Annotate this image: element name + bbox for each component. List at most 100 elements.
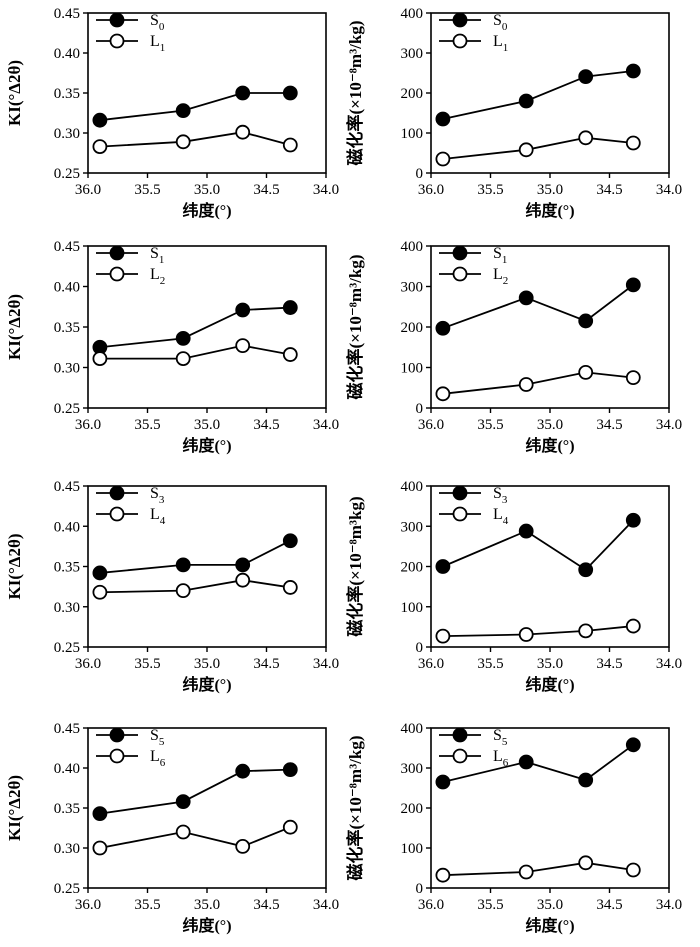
y-tick-label: 0.35 [54,320,80,336]
y-tick-label: 0 [416,881,424,897]
y-tick-label: 400 [401,239,424,255]
y-axis-label: KI(°Δ2θ) [5,294,24,360]
legend-marker [452,266,468,282]
legend-label-L1: L1 [493,33,508,54]
data-point-L2 [625,370,641,386]
y-tick-label: 200 [401,801,424,817]
y-tick-label: 0.30 [54,600,80,616]
x-tick-label: 34.5 [253,182,279,198]
data-point-S5 [578,772,594,788]
y-tick-label: 200 [401,86,424,102]
series-line-L1 [99,131,291,148]
data-point-S0 [92,112,108,128]
legend-marker [452,506,468,522]
y-tick-label: 0.25 [54,881,80,897]
chart-panel-a-right: 36.0 35.5 35.0 34.5 34.0 0 100 200 300 400 纬度(°) 磁化… [345,6,682,220]
data-point-L2 [175,351,191,366]
legend-label-L2: L2 [493,266,508,287]
legend-label-S5: S5 [493,727,508,748]
legend-label-L4: L4 [493,506,509,527]
plot-frame [87,485,327,648]
x-tick-label: 35.0 [537,417,563,433]
legend-label-S1: S1 [493,245,507,266]
y-axis-label: 磁化率(×10⁻⁸m³kg) [345,496,365,636]
legend-marker [109,245,125,261]
x-axis-label: 纬度(°) [525,675,574,694]
y-tick-label: 0 [416,401,424,417]
series-line-L2 [442,371,634,395]
x-tick-label: 34.5 [253,417,279,433]
legend-label-L6: L6 [150,748,166,769]
x-tick-label: 34.0 [656,417,682,433]
data-point-L2 [578,364,594,380]
chart-panel-b-right: 36.0 35.5 35.0 34.5 34.0 0 100 200 300 400 纬度(°) 磁化… [345,239,682,455]
data-point-S0 [435,111,451,127]
series-line-S0 [442,70,634,120]
data-point-L4 [282,580,298,595]
data-point-S3 [175,557,191,573]
x-tick-label: 34.5 [596,417,622,433]
data-point-S5 [175,794,191,809]
data-point-S5 [92,806,108,821]
y-tick-label: 0.25 [54,401,80,417]
data-point-L6 [518,864,534,880]
y-tick-label: 0.40 [54,519,80,535]
data-point-L4 [578,623,594,639]
data-point-L4 [175,583,191,599]
legend-label-L2: L2 [150,266,165,287]
series-line-L2 [99,344,291,360]
y-tick-label: 0.40 [54,46,80,62]
x-tick-label: 34.0 [313,656,339,672]
y-tick-label: 300 [401,280,424,296]
data-point-S0 [625,63,641,79]
data-point-S1 [625,277,641,293]
x-axis-label: 纬度(°) [182,201,231,220]
x-tick-label: 34.5 [596,897,622,913]
legend-marker [452,245,468,261]
data-point-S1 [435,320,451,336]
data-point-L1 [578,130,594,146]
data-point-S5 [282,762,298,777]
x-tick-label: 35.0 [537,182,563,198]
series-line-S3 [442,519,634,571]
y-tick-label: 0.45 [54,239,80,255]
data-point-S3 [92,565,108,581]
data-point-S1 [175,330,191,346]
y-tick-label: 200 [401,320,424,336]
data-point-L4 [235,572,251,588]
y-tick-label: 0.45 [54,721,80,737]
y-axis-label: KI(°Δ2θ) [5,775,24,841]
legend-marker [452,33,468,49]
y-tick-label: 0.30 [54,126,80,142]
data-point-S3 [625,512,641,528]
chart-panel-d-right: 36.0 35.5 35.0 34.5 34.0 0 100 200 300 400 纬度(°) 磁化… [345,721,682,935]
y-tick-label: 0.30 [54,841,80,857]
data-point-L2 [518,377,534,392]
x-tick-label: 35.5 [134,182,160,198]
chart-panel-b-left: 36.0 35.5 35.0 34.5 34.0 0.25 0.30 0.35 0.40 0.45… [5,239,339,455]
legend-label-S3: S3 [150,485,165,506]
series-line-S1 [99,306,291,349]
legend-marker [109,727,125,743]
x-tick-label: 35.5 [477,897,503,913]
x-tick-label: 34.0 [656,897,682,913]
series-line-S5 [99,768,291,815]
y-axis-label: 磁化率(×10⁻⁸m³/kg) [345,735,365,880]
data-point-S5 [235,763,251,779]
y-tick-label: 300 [401,761,424,777]
y-tick-label: 300 [401,519,424,535]
legend-label-S5: S5 [150,727,165,748]
legend-label-S3: S3 [493,485,508,506]
y-tick-label: 0.25 [54,166,80,182]
legend-label-L1: L1 [150,33,165,54]
plot-frame [87,727,327,889]
data-point-L2 [235,338,251,354]
series-line-L1 [442,136,634,160]
y-tick-label: 0 [416,166,424,182]
y-tick-label: 0.35 [54,86,80,102]
x-tick-label: 35.5 [477,417,503,433]
data-point-L1 [518,142,534,158]
x-tick-label: 34.5 [253,897,279,913]
data-point-S5 [625,737,641,753]
data-point-L6 [578,855,594,871]
